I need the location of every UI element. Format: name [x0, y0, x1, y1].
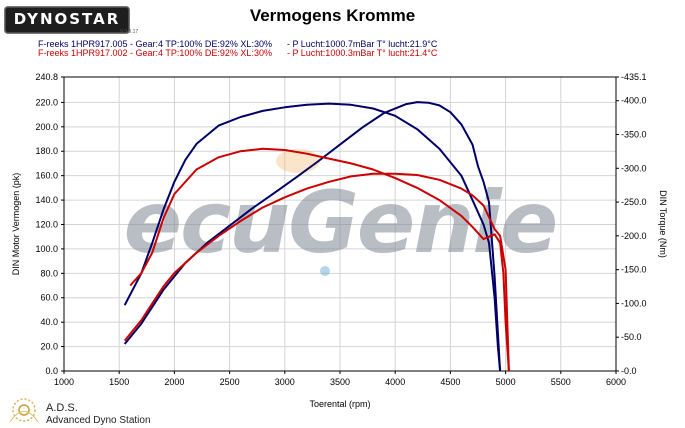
y-tick-label: 180.0 [35, 146, 58, 156]
y-tick-label: 20.0 [40, 342, 58, 352]
series-line-3 [129, 147, 510, 372]
ads-title: A.D.S. [46, 402, 78, 414]
y2-tick-label: -400.0 [621, 96, 647, 106]
y2-axis-ticks: -0.0 -50.0 -100.0 -150.0 -200.0 -250.0 -300.0 -… [616, 72, 647, 376]
x-tick-label: 3000 [275, 377, 295, 387]
y-tick-label: 100.0 [35, 244, 58, 254]
logo-version: V.3.9.17 [120, 29, 139, 35]
dynostar-logo: DYNOSTAR [4, 6, 130, 34]
y-tick-label: 160.0 [35, 171, 58, 181]
y-tick-label: 0.0 [45, 366, 58, 376]
run-legend-2: F-reeks 1HPR917.002 - Gear:4 TP:100% DE:… [38, 48, 438, 58]
series-line-2 [123, 101, 502, 372]
y-tick-label: 200.0 [35, 122, 58, 132]
x-tick-label: 5500 [551, 377, 571, 387]
run-legend-1: F-reeks 1HPR917.005 - Gear:4 TP:100% DE:… [38, 39, 438, 49]
y-axis-ticks: 0.0 20.0 40.0 60.0 80.0 100.0 120.0 140.0 160.0 1… [35, 72, 64, 376]
x-tick-label: 1500 [109, 377, 129, 387]
x-tick-label: 3500 [330, 377, 350, 387]
y2-tick-label: -300.0 [621, 163, 647, 173]
y2-tick-label: -100.0 [621, 298, 647, 308]
x-tick-label: 4500 [440, 377, 460, 387]
y-tick-label: 120.0 [35, 219, 58, 229]
series-lines [123, 101, 510, 372]
x-axis-ticks: 1000 1500 2000 2500 3000 3500 4000 4500 5000 5500… [54, 371, 626, 387]
y-tick-label: 60.0 [40, 293, 58, 303]
y-axis-label: DIN Motor Vermogen (pk) [11, 173, 21, 276]
x-tick-label: 2500 [220, 377, 240, 387]
y2-axis-label: DIN Torque (Nm) [658, 190, 668, 258]
y2-tick-label: -250.0 [621, 197, 647, 207]
logo-text: DYNOSTAR [13, 10, 121, 28]
y2-tick-label: -150.0 [621, 265, 647, 275]
x-axis-label: Toerental (rpm) [309, 399, 370, 409]
ads-logo-icon [9, 398, 39, 423]
series-line-4 [123, 172, 510, 372]
y-tick-label: 80.0 [40, 268, 58, 278]
x-tick-label: 4000 [385, 377, 405, 387]
grid [64, 77, 616, 371]
x-tick-label: 1000 [54, 377, 74, 387]
x-tick-label: 5000 [496, 377, 516, 387]
series-line-1 [123, 102, 502, 372]
y-tick-label: 220.0 [35, 97, 58, 107]
chart-title: Vermogens Kromme [249, 6, 416, 25]
y-tick-label: 140.0 [35, 195, 58, 205]
y-tick-label: 240.8 [35, 72, 58, 82]
y2-tick-label: -350.0 [621, 130, 647, 140]
y2-tick-label: -200.0 [621, 231, 647, 241]
x-tick-label: 2000 [164, 377, 184, 387]
y2-tick-label: -0.0 [621, 366, 637, 376]
x-tick-label: 6000 [606, 377, 626, 387]
y-tick-label: 40.0 [40, 317, 58, 327]
y2-tick-label: -435.1 [621, 72, 647, 82]
y2-tick-label: -50.0 [621, 332, 642, 342]
ads-subtitle: Advanced Dyno Station [46, 415, 151, 426]
